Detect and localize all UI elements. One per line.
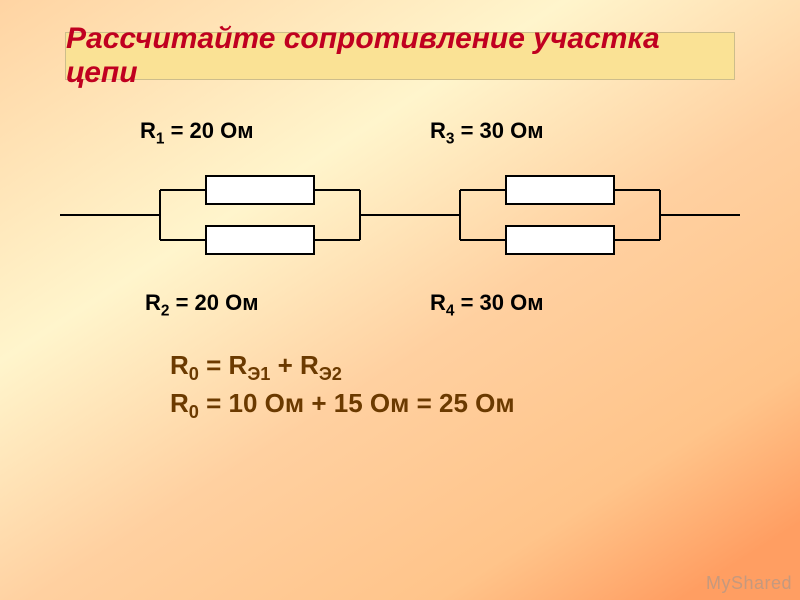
watermark: MyShared xyxy=(706,573,792,594)
label-r3: R3 = 30 Ом xyxy=(430,118,544,148)
label-r1: R1 = 20 Ом xyxy=(140,118,254,148)
circuit-diagram xyxy=(60,160,740,280)
resistor-r3 xyxy=(505,175,615,205)
formula-line-1: R0 = RЭ1 + RЭ2 xyxy=(170,350,342,385)
title-bar: Рассчитайте сопротивление участка цепи xyxy=(65,32,735,80)
resistor-r4 xyxy=(505,225,615,255)
label-r2: R2 = 20 Ом xyxy=(145,290,259,320)
resistor-r1 xyxy=(205,175,315,205)
resistor-r2 xyxy=(205,225,315,255)
page-title: Рассчитайте сопротивление участка цепи xyxy=(66,22,734,90)
label-r4: R4 = 30 Ом xyxy=(430,290,544,320)
formula-line-2: R0 = 10 Ом + 15 Ом = 25 Ом xyxy=(170,388,515,423)
